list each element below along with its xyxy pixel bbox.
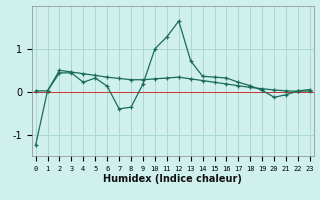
X-axis label: Humidex (Indice chaleur): Humidex (Indice chaleur) [103, 174, 242, 184]
